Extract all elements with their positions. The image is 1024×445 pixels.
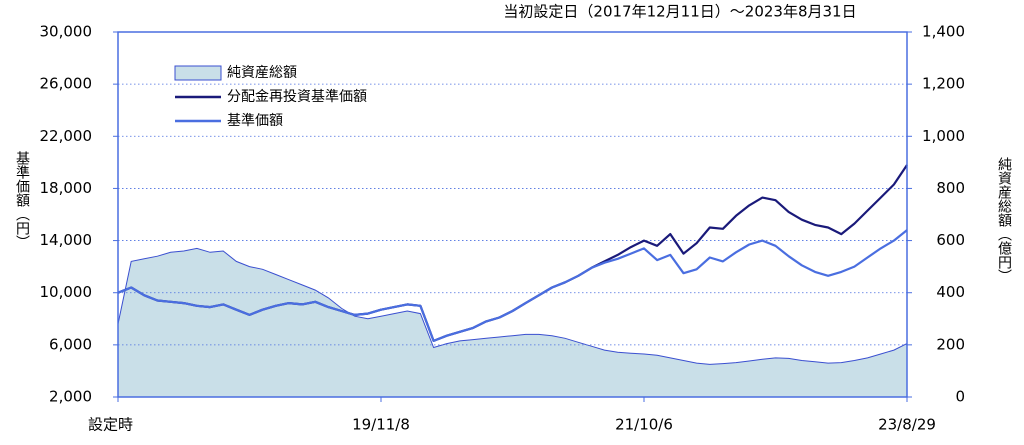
y-tick-label: 22,000 [40, 127, 93, 145]
x-tick-label: 19/11/8 [352, 416, 410, 434]
plot-frame [117, 31, 908, 398]
legend-label: 分配金再投資基準価額 [227, 88, 367, 105]
legend-swatch [174, 65, 222, 81]
y-tick-label: 26,000 [40, 75, 93, 93]
y2-axis-label: 純資産総額（億円） [996, 157, 1012, 283]
y2-tick-label: 1,000 [922, 127, 965, 145]
legend-label: 純資産総額 [227, 65, 297, 81]
y-axis-label: 基準価額（円） [14, 150, 30, 249]
y-tick-label: 18,000 [40, 179, 93, 197]
x-tick-label: 21/10/6 [615, 416, 673, 434]
x-tick-label: 設定時 [88, 416, 133, 434]
chart-title: 当初設定日（2017年12月11日）～2023年8月31日 [503, 3, 856, 21]
y-tick-label: 6,000 [49, 335, 92, 353]
y2-tick-label: 1,200 [922, 75, 965, 93]
y2-tick-label: 400 [936, 283, 965, 301]
y2-tick-label: 600 [936, 231, 965, 249]
area [117, 247, 908, 398]
y2-tick-label: 200 [936, 335, 965, 353]
line [117, 229, 908, 342]
y-tick-label: 2,000 [49, 388, 92, 406]
y2-tick-label: 800 [936, 179, 965, 197]
x-tick-label: 23/8/29 [878, 416, 936, 434]
y-tick-label: 30,000 [40, 23, 93, 41]
y-tick-label: 10,000 [40, 283, 93, 301]
y2-tick-label: 1,400 [922, 23, 965, 41]
y-tick-label: 14,000 [40, 231, 93, 249]
legend-label: 基準価額 [227, 112, 283, 129]
y2-tick-label: 0 [955, 388, 965, 406]
